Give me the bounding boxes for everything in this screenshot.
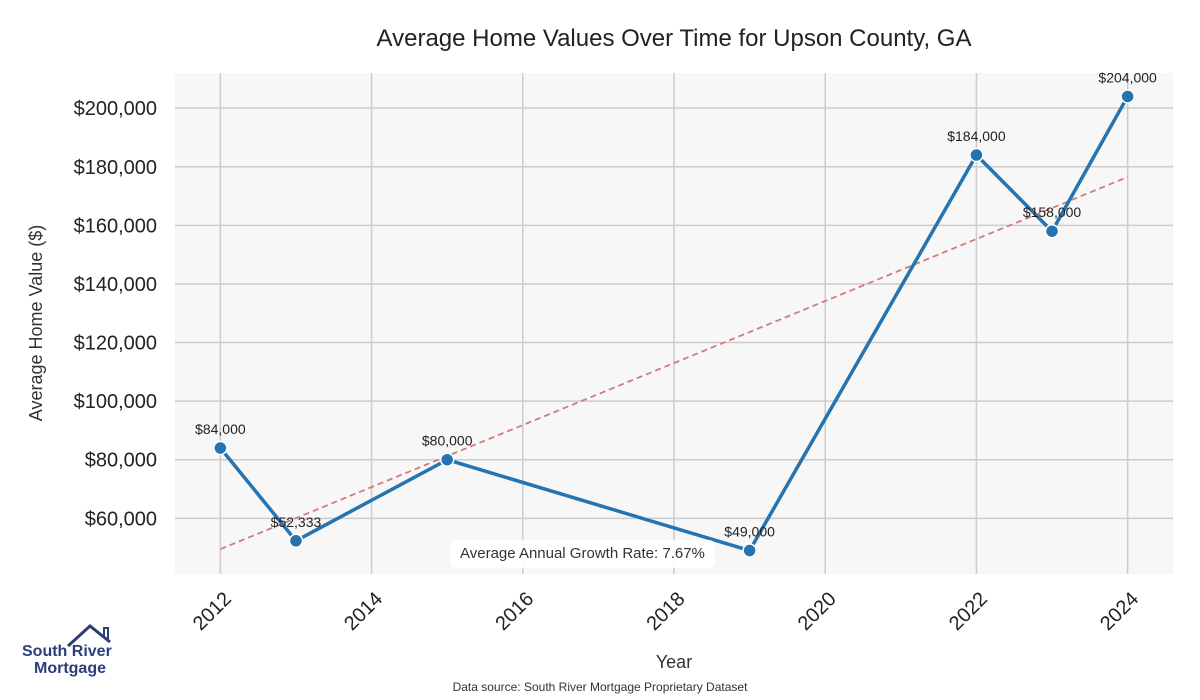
series-layer: $84,000 $52,333 $80,000 $49,000 $184,000 $158…: [195, 69, 1157, 558]
y-tick-label: $180,000: [74, 157, 157, 179]
x-tick-label: 2016: [491, 588, 538, 635]
data-label: $80,000: [422, 433, 473, 449]
data-point: [288, 533, 304, 549]
x-tick-label: 2020: [794, 588, 841, 635]
y-tick-label: $200,000: [74, 98, 157, 120]
x-tick-label: 2014: [340, 588, 387, 635]
y-tick-label: $60,000: [85, 508, 157, 530]
data-label: $204,000: [1098, 69, 1157, 85]
y-tick-label: $100,000: [74, 391, 157, 413]
data-label: $158,000: [1023, 204, 1082, 220]
data-point: [213, 440, 228, 456]
data-label: $84,000: [195, 421, 246, 437]
data-point: [1044, 223, 1060, 239]
data-source-note: Data source: South River Mortgage Propri…: [452, 680, 748, 694]
data-point: [742, 543, 757, 558]
x-tick-label: 2018: [643, 588, 690, 635]
company-logo: South River Mortgage: [20, 622, 120, 682]
data-label: $184,000: [947, 128, 1006, 144]
x-tick-label: 2012: [189, 588, 236, 635]
data-point: [439, 452, 455, 467]
chart-title: Average Home Values Over Time for Upson …: [377, 25, 972, 52]
data-label: $49,000: [724, 524, 775, 540]
y-tick-label: $160,000: [74, 215, 157, 237]
data-label: $52,333: [271, 514, 322, 530]
data-point: [1120, 89, 1135, 104]
y-tick-label: $120,000: [74, 333, 157, 355]
x-tick-label: 2024: [1096, 588, 1143, 635]
logo-text-line2: Mortgage: [34, 660, 106, 677]
y-tick-label: $140,000: [74, 274, 157, 296]
house-roof-icon: [66, 624, 111, 648]
trendline-layer: [220, 176, 1128, 550]
x-axis-label: Year: [656, 652, 692, 672]
y-axis-label: Average Home Value ($): [26, 225, 46, 421]
y-tick-label: $80,000: [85, 450, 157, 472]
trendline: [220, 176, 1128, 550]
data-point: [969, 147, 984, 163]
x-tick-label: 2022: [945, 588, 992, 635]
logo-text-line1: South River: [22, 643, 112, 660]
growth-rate-annotation: Average Annual Growth Rate: 7.67%: [450, 540, 715, 568]
